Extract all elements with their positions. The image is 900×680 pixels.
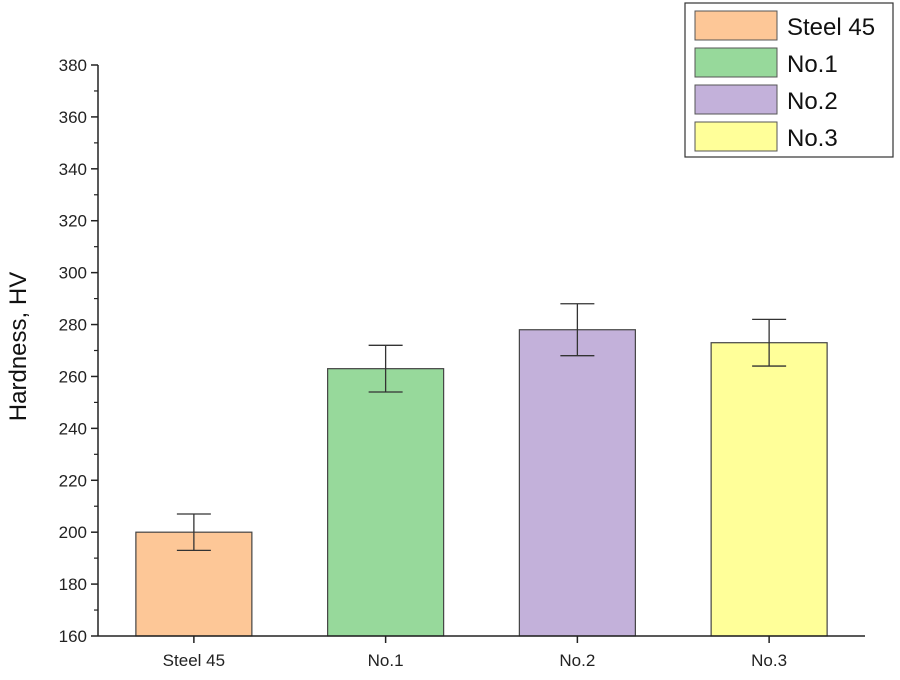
bar-no-1 [327, 368, 445, 637]
legend-items: Steel 45 No.1 No.2 No.3 [694, 10, 875, 152]
bar-no-3 [710, 342, 828, 637]
legend-swatch [694, 47, 778, 78]
y-tick-label: 220 [59, 471, 87, 490]
bar-no-2 [518, 329, 636, 637]
y-axis-ticks: 160 180 200 220 240 260 280 300 320 340 360 380 [59, 56, 98, 646]
legend-label: No.2 [787, 88, 838, 115]
plot-area: 160 180 200 220 240 260 280 300 320 340 360 380 Ste… [59, 56, 865, 670]
legend-label: No.1 [787, 51, 838, 78]
y-tick-label: 280 [59, 316, 87, 335]
y-tick-label: 160 [59, 627, 87, 646]
y-tick-label: 180 [59, 575, 87, 594]
y-tick-label: 340 [59, 160, 87, 179]
y-tick-label: 200 [59, 523, 87, 542]
error-bars [176, 303, 787, 551]
legend-label: No.3 [787, 125, 838, 152]
legend-label: Steel 45 [787, 14, 875, 41]
legend: Steel 45 No.1 No.2 No.3 [684, 2, 894, 158]
y-tick-label: 320 [59, 212, 87, 231]
legend-swatch [694, 121, 778, 152]
y-tick-label: 360 [59, 108, 87, 127]
legend-swatch [694, 10, 778, 41]
y-tick-label: 240 [59, 419, 87, 438]
x-tick-label: No.1 [368, 651, 404, 670]
x-axis-ticks: Steel 45 No.1 No.2 No.3 [163, 636, 787, 670]
y-tick-label: 380 [59, 56, 87, 75]
y-axis-title: Hardness, HV [5, 272, 32, 421]
x-tick-label: Steel 45 [163, 651, 225, 670]
x-tick-label: No.3 [751, 651, 787, 670]
y-tick-label: 260 [59, 367, 87, 386]
x-tick-label: No.2 [559, 651, 595, 670]
y-tick-label: 300 [59, 264, 87, 283]
legend-swatch [694, 84, 778, 115]
bars [135, 329, 828, 637]
